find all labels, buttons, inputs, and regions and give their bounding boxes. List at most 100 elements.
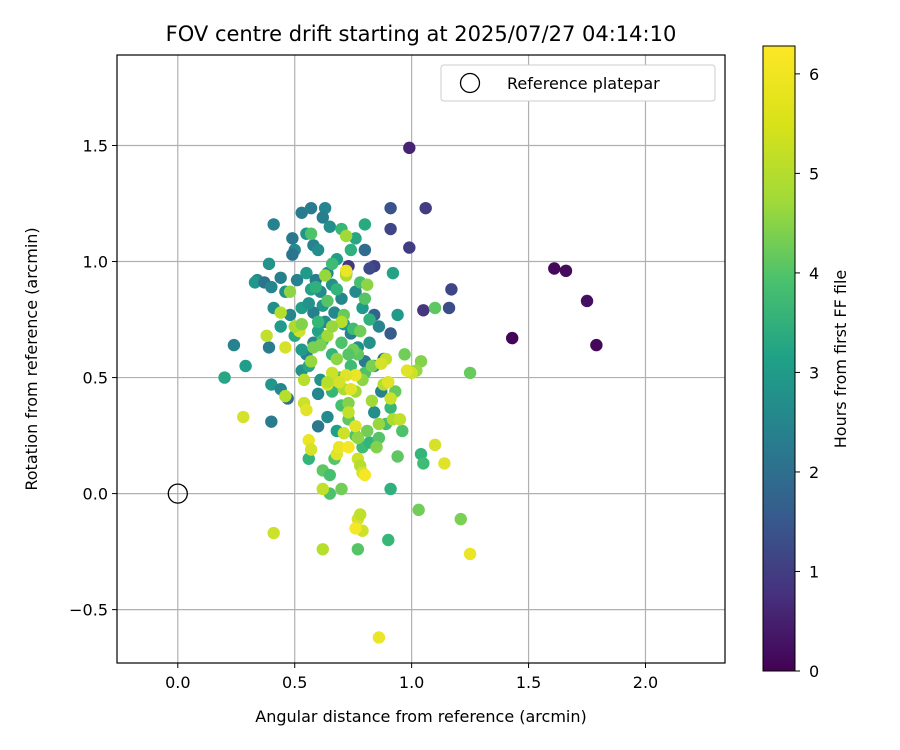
data-point xyxy=(332,440,346,454)
data-point xyxy=(304,355,318,368)
data-point xyxy=(304,443,318,456)
data-point xyxy=(384,401,397,414)
colorbar: 0 1 2 3 4 5 6 Hours from first FF file xyxy=(762,45,850,681)
data-point xyxy=(463,366,477,380)
data-point xyxy=(372,320,386,333)
data-point xyxy=(372,431,386,445)
data-point xyxy=(414,447,428,461)
y-tick-label: 0.5 xyxy=(83,369,108,388)
x-tick-label: 0.5 xyxy=(282,673,307,692)
data-point xyxy=(351,431,365,445)
data-point xyxy=(335,482,348,496)
data-point xyxy=(344,382,358,396)
reference-marker-group xyxy=(167,483,188,504)
data-point xyxy=(559,264,573,278)
data-point xyxy=(304,227,318,240)
data-point xyxy=(414,355,428,368)
grid-lines xyxy=(117,55,725,663)
data-point xyxy=(274,306,287,319)
data-point xyxy=(265,415,278,428)
data-point xyxy=(265,378,278,391)
data-point xyxy=(295,206,308,220)
data-point xyxy=(260,329,273,342)
data-point xyxy=(358,292,372,305)
data-point xyxy=(356,301,369,315)
data-point xyxy=(358,218,372,231)
data-point xyxy=(318,269,332,282)
data-point xyxy=(335,315,348,329)
data-point xyxy=(307,306,320,319)
data-point xyxy=(330,352,344,366)
x-tick-label: 1.0 xyxy=(399,673,424,692)
data-point xyxy=(332,376,346,389)
data-point xyxy=(428,438,442,452)
data-point xyxy=(279,341,292,354)
legend-label-reference: Reference platepar xyxy=(507,74,660,93)
data-point xyxy=(384,327,397,340)
data-point xyxy=(349,369,362,382)
data-point xyxy=(361,278,374,291)
data-point xyxy=(302,452,315,465)
colorbar-tick-label: 3 xyxy=(809,363,819,382)
data-points xyxy=(218,141,603,644)
data-point xyxy=(454,512,467,526)
x-tick-label: 1.5 xyxy=(516,673,541,692)
data-point xyxy=(325,366,339,380)
data-point xyxy=(321,329,334,342)
data-point xyxy=(349,522,362,535)
colorbar-tick-label: 1 xyxy=(809,562,819,581)
colorbar-tick-label: 6 xyxy=(809,65,819,84)
data-point xyxy=(349,232,362,245)
data-point xyxy=(218,371,231,384)
y-tick-label: −0.5 xyxy=(69,601,108,620)
data-point xyxy=(262,257,276,271)
data-point xyxy=(358,243,372,257)
reference-platepar-marker xyxy=(167,483,188,504)
data-point xyxy=(372,417,386,431)
data-point xyxy=(302,297,315,310)
plot-frame xyxy=(116,54,726,664)
data-point xyxy=(316,211,329,224)
data-point xyxy=(349,420,362,433)
data-point xyxy=(384,201,397,215)
data-point xyxy=(265,280,278,294)
data-point xyxy=(463,547,477,561)
data-point xyxy=(304,201,318,215)
data-point xyxy=(311,387,325,401)
data-point xyxy=(368,406,381,419)
data-point xyxy=(321,410,334,424)
data-point xyxy=(417,304,430,317)
data-point xyxy=(267,526,280,540)
data-point xyxy=(274,320,287,333)
data-point xyxy=(428,301,442,315)
data-point xyxy=(400,364,414,377)
data-point xyxy=(365,359,379,373)
data-point xyxy=(318,201,332,215)
data-point xyxy=(337,427,351,440)
y-axis-ticks: −0.5 0.0 0.5 1.0 1.5 xyxy=(69,137,117,620)
data-point xyxy=(393,413,407,426)
colorbar-tick-label: 0 xyxy=(809,662,819,681)
data-point xyxy=(445,283,458,296)
data-point xyxy=(365,394,379,407)
colorbar-gradient xyxy=(762,45,796,672)
data-point xyxy=(412,503,425,517)
data-point xyxy=(398,348,411,361)
data-point xyxy=(391,450,404,463)
data-point xyxy=(283,285,297,298)
data-point xyxy=(438,457,451,470)
data-point xyxy=(384,222,397,236)
data-point xyxy=(386,266,400,280)
legend-box xyxy=(440,64,716,102)
colorbar-ticks: 0 1 2 3 4 5 6 xyxy=(795,65,819,681)
data-point xyxy=(323,468,336,482)
data-point xyxy=(311,420,325,433)
data-point xyxy=(325,257,339,271)
data-point xyxy=(339,264,353,278)
data-point xyxy=(382,533,395,547)
data-point xyxy=(363,313,376,326)
data-point xyxy=(354,508,367,521)
legend-marker-reference xyxy=(459,72,481,94)
data-point xyxy=(330,283,344,296)
